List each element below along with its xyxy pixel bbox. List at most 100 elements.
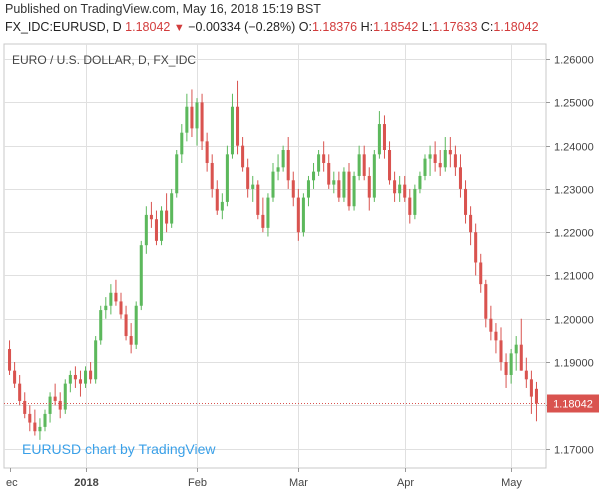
open-value: 1.18376 <box>311 20 358 34</box>
candle-body <box>504 362 508 375</box>
candle-body <box>185 106 189 133</box>
candle-body <box>205 141 209 163</box>
candle-body <box>63 383 67 410</box>
candle-body <box>160 210 164 241</box>
candle-body <box>215 188 219 211</box>
candle-body <box>403 184 407 198</box>
grid-lines <box>3 43 547 469</box>
candle-body <box>58 400 62 410</box>
high-label: H: <box>360 20 374 34</box>
candle-body <box>68 374 72 384</box>
candle-body <box>514 344 518 354</box>
candle-body <box>474 232 478 263</box>
x-tick-label: ec <box>6 477 18 489</box>
last-price-label: 1.18042 <box>553 399 593 411</box>
chart-title: EURO / U.S. DOLLAR, D, FX_IDC <box>12 53 196 67</box>
candle-body <box>388 150 392 181</box>
published-caption: Published on TradingView.com, May 16, 20… <box>5 2 321 16</box>
candle-body <box>453 154 457 168</box>
candle-body <box>119 301 123 315</box>
candle-body <box>382 124 386 150</box>
candle-body <box>529 379 533 397</box>
chart-container[interactable]: 1.170001.180001.190001.200001.210001.220… <box>0 40 602 496</box>
candle-body <box>220 201 224 211</box>
candle-body <box>23 400 27 414</box>
candle-body <box>165 210 169 224</box>
candle-body <box>8 349 12 371</box>
candle-body <box>367 175 371 198</box>
last-price-value: 1.18042 <box>125 20 171 34</box>
candle-body <box>210 162 214 189</box>
candle-body <box>99 310 103 341</box>
candle-body <box>347 171 351 207</box>
candle-body <box>241 145 245 168</box>
candle-body <box>246 167 250 189</box>
candles <box>8 80 538 440</box>
candle-body <box>190 106 194 129</box>
low-label: L: <box>421 20 433 34</box>
candle-body <box>144 214 148 246</box>
candle-body <box>301 197 305 233</box>
candle-body <box>413 188 417 215</box>
x-tick-label: Feb <box>188 477 207 489</box>
candle-body <box>357 154 361 176</box>
candle-body <box>225 154 229 202</box>
candle-body <box>271 171 275 198</box>
candle-body <box>28 413 32 423</box>
candle-body <box>494 331 498 341</box>
candle-body <box>393 180 397 194</box>
candle-body <box>509 353 513 375</box>
candle-body <box>306 180 310 198</box>
candle-body <box>332 180 336 185</box>
candle-body <box>428 154 432 159</box>
candle-body <box>408 197 412 215</box>
x-tick-label: May <box>501 477 522 489</box>
candle-body <box>109 292 113 306</box>
candle-body <box>438 162 442 168</box>
close-value: 1.18042 <box>493 20 539 34</box>
candle-body <box>484 284 488 319</box>
x-tick-label: Apr <box>397 477 414 489</box>
candle-body <box>342 171 346 198</box>
y-tick-label: 1.26000 <box>554 55 594 67</box>
low-value: 1.17633 <box>432 20 478 34</box>
candle-body <box>84 370 88 384</box>
plot-frame <box>3 43 547 469</box>
candle-body <box>352 175 356 207</box>
y-tick-label: 1.23000 <box>554 185 594 197</box>
candlestick-chart[interactable]: 1.170001.180001.190001.200001.210001.220… <box>0 40 602 496</box>
candle-body <box>398 184 402 194</box>
candle-body <box>377 124 381 155</box>
candle-body <box>78 379 82 384</box>
candle-body <box>251 184 255 189</box>
y-tick-label: 1.25000 <box>554 98 594 110</box>
candle-body <box>286 150 290 181</box>
down-triangle-icon: ▼ <box>173 22 185 34</box>
candle-body <box>33 422 37 432</box>
candle-body <box>236 106 240 146</box>
quote-line: FX_IDC:EURUSD, D 1.18042 ▼ −0.00334 (−0.… <box>5 20 539 34</box>
axes: 1.170001.180001.190001.200001.210001.220… <box>4 55 599 489</box>
y-tick-label: 1.21000 <box>554 271 594 283</box>
candle-body <box>261 214 265 228</box>
candle-body <box>38 426 42 432</box>
candle-body <box>13 370 17 384</box>
x-tick-label: 2018 <box>74 477 98 489</box>
candle-body <box>43 413 47 427</box>
candle-body <box>524 370 528 380</box>
candle-body <box>266 197 270 228</box>
candle-body <box>489 318 493 332</box>
candle-body <box>372 154 376 198</box>
candle-body <box>175 154 179 194</box>
candle-body <box>149 214 153 220</box>
candle-body <box>114 292 118 302</box>
candle-body <box>139 245 143 306</box>
change-value: −0.00334 (−0.28%) <box>188 20 296 34</box>
candle-body <box>291 180 295 198</box>
y-tick-label: 1.22000 <box>554 228 594 240</box>
candle-body <box>94 340 98 380</box>
candle-body <box>89 370 93 380</box>
candle-body <box>443 150 447 168</box>
candle-body <box>276 167 280 172</box>
candle-body <box>53 396 57 401</box>
